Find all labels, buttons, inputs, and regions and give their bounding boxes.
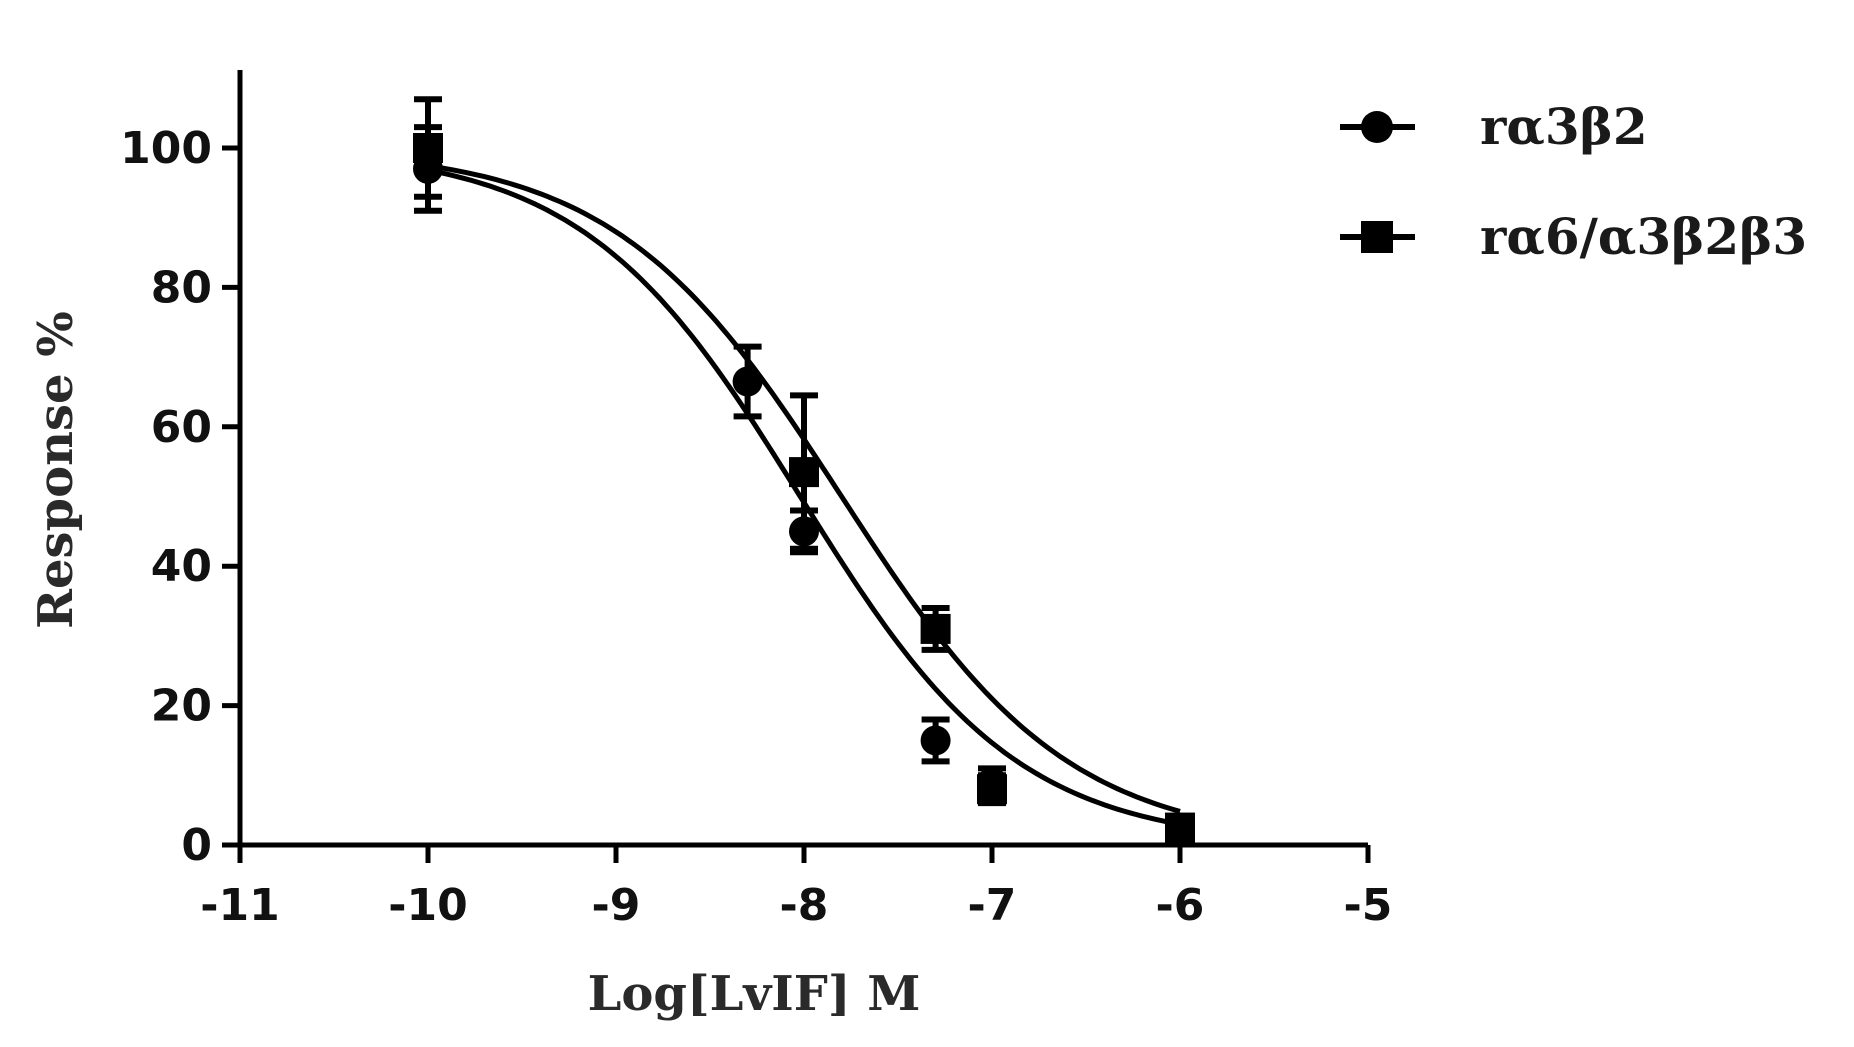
y-tick-label: 40 [151, 541, 212, 592]
x-axis-title: Log[LvIF] M [588, 966, 921, 1022]
x-tick-label: -5 [1344, 880, 1393, 931]
y-tick-label: 20 [151, 681, 212, 732]
legend-marker-circle [1361, 111, 1393, 143]
data-points [413, 96, 1195, 843]
axes: -11 -10 -9 -8 -7 -6 -5 0 20 40 60 80 100 [120, 70, 1392, 931]
data-point-square [413, 133, 443, 163]
x-tick-label: -9 [592, 880, 641, 931]
data-point-square [789, 457, 819, 488]
data-point-circle [920, 725, 951, 756]
legend-marker-square [1361, 221, 1393, 253]
data-point-square [1165, 812, 1195, 843]
x-tick-label: -6 [1156, 880, 1205, 931]
x-tick-label: -11 [200, 880, 280, 931]
data-point-circle [732, 366, 763, 397]
data-point-square [920, 613, 951, 644]
y-axis-title: Response % [28, 311, 84, 629]
legend-label: rα3β2 [1480, 97, 1648, 156]
y-tick-label: 80 [151, 262, 212, 313]
legend: rα3β2 rα6/α3β2β3 [1340, 97, 1807, 266]
data-point-square [977, 774, 1007, 805]
x-tick-label: -8 [780, 880, 829, 931]
x-tick-label: -10 [388, 880, 468, 931]
y-tick-label: 100 [120, 123, 212, 174]
y-tick-label: 0 [181, 820, 212, 871]
x-tick-label: -7 [968, 880, 1017, 931]
y-tick-label: 60 [151, 402, 212, 453]
legend-label: rα6/α3β2β3 [1480, 207, 1807, 266]
